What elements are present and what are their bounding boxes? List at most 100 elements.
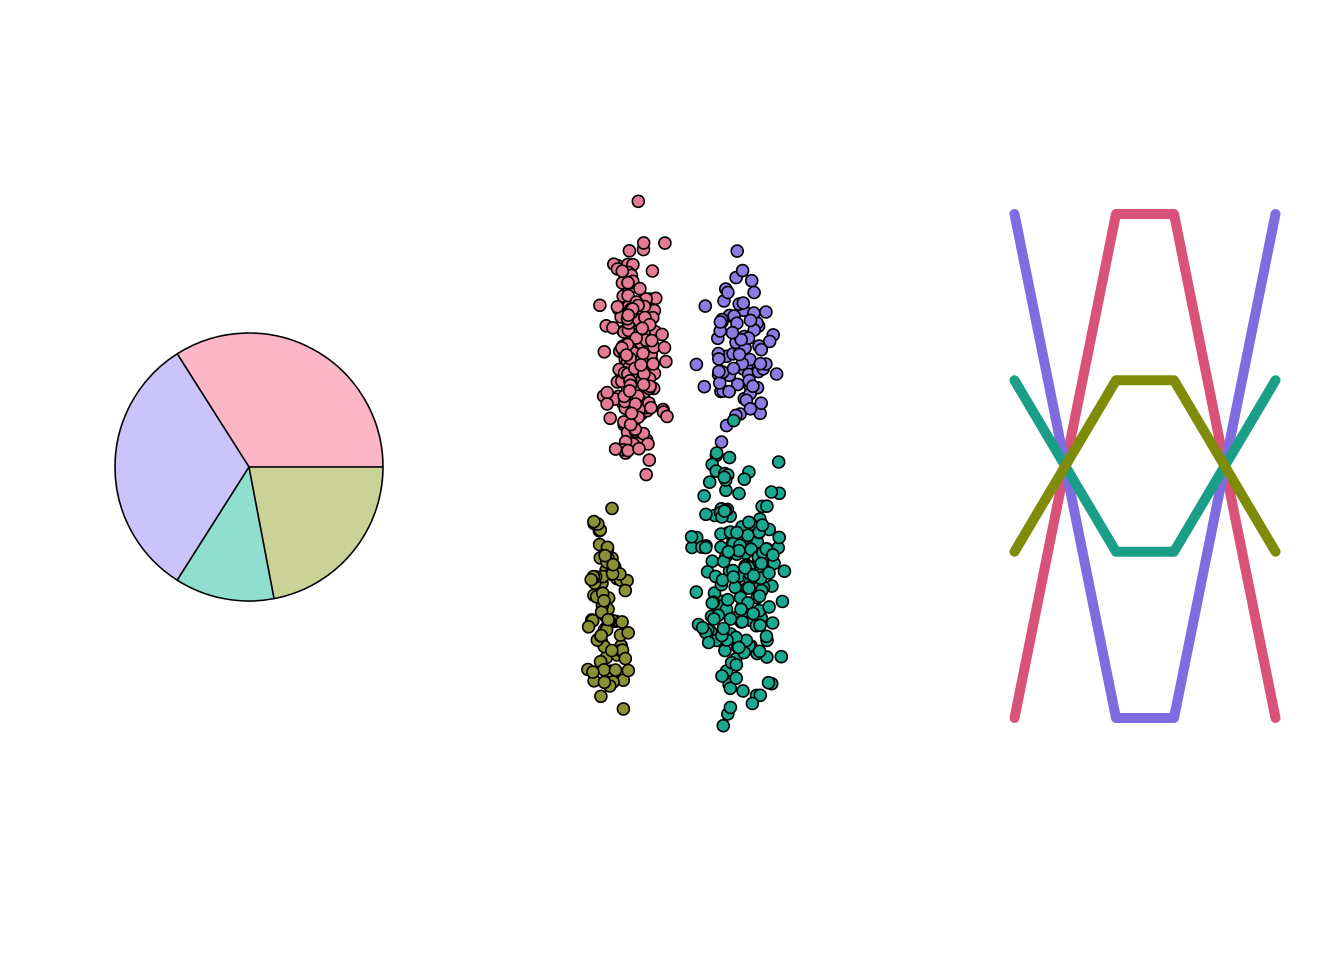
- scatter-point: [726, 361, 741, 376]
- scatter-point: [636, 377, 651, 392]
- line-series-2: [1009, 209, 1281, 723]
- scatter-point: [738, 561, 752, 575]
- scatter-point: [689, 585, 704, 599]
- scatter-point: [645, 264, 660, 278]
- scatter-series-1: [593, 194, 674, 482]
- scatter-point: [597, 675, 612, 690]
- scatter-point: [723, 681, 738, 696]
- scatter-point: [586, 665, 600, 679]
- scatter-point: [600, 397, 614, 411]
- scatter-point: [635, 321, 650, 336]
- scatter-point: [587, 514, 601, 529]
- scatter-point: [765, 616, 780, 630]
- scatter-point: [716, 718, 731, 733]
- scatter-point: [689, 357, 704, 372]
- scatter-point: [615, 264, 630, 279]
- scatter-point: [605, 501, 619, 516]
- scatter-point: [753, 618, 767, 633]
- scatter-point: [762, 600, 776, 614]
- scatter-series-2: [689, 244, 784, 449]
- scatter-point: [684, 529, 699, 544]
- scatter-point: [698, 299, 713, 313]
- scatter-point: [600, 385, 615, 400]
- scatter-point: [702, 475, 717, 490]
- scatter-point: [606, 320, 620, 335]
- scatter-point: [730, 525, 744, 540]
- scatter-point: [711, 352, 726, 366]
- scatter-point: [597, 344, 612, 359]
- scatter-point: [621, 275, 635, 290]
- scatter-point: [746, 606, 761, 621]
- scatter-point: [775, 594, 790, 609]
- scatter-point: [753, 356, 768, 371]
- scatter-point: [754, 342, 769, 357]
- scatter-point: [698, 540, 713, 555]
- scatter-point: [723, 612, 738, 626]
- scatter-point: [732, 347, 747, 362]
- scatter-point: [729, 671, 744, 686]
- scatter-point: [766, 548, 780, 562]
- scatter-point: [697, 489, 711, 503]
- line-series-1: [1009, 209, 1281, 723]
- scatter-point: [584, 572, 599, 587]
- scatter-point: [610, 299, 625, 314]
- scatter-point: [716, 621, 731, 636]
- scatter-point: [712, 364, 726, 379]
- scatter-point: [746, 568, 761, 583]
- scatter-point: [736, 296, 751, 310]
- scatter-point: [593, 298, 607, 313]
- scatter-point: [633, 281, 647, 296]
- scatter-point: [715, 669, 729, 683]
- scatter-point: [759, 305, 773, 319]
- scatter-point: [634, 358, 648, 372]
- scatter-point: [622, 384, 637, 398]
- scatter-point: [713, 315, 728, 329]
- scatter-point: [701, 635, 716, 650]
- scatter-point: [632, 441, 646, 456]
- pie-chart: [114, 332, 384, 602]
- scatter-point: [608, 663, 623, 677]
- scatter-point: [646, 357, 660, 371]
- line-series-4: [1009, 375, 1281, 557]
- scatter-point: [621, 443, 635, 458]
- scatter-point: [709, 446, 724, 460]
- scatter-plot: [581, 194, 792, 733]
- scatter-point: [730, 244, 745, 258]
- scatter-point: [732, 486, 746, 501]
- scatter-point: [636, 236, 651, 250]
- scatter-point: [754, 556, 769, 571]
- scatter-point: [660, 409, 674, 424]
- line-chart: [1009, 209, 1281, 723]
- scatter-point: [743, 401, 758, 416]
- scatter-point: [723, 700, 738, 715]
- scatter-point: [760, 499, 774, 514]
- scatter-point: [752, 589, 767, 603]
- scatter-point: [622, 244, 637, 258]
- scatter-point: [717, 470, 732, 485]
- pie-slice-2: [114, 353, 250, 581]
- scatter-point: [725, 325, 740, 340]
- scatter-point: [618, 651, 633, 666]
- scatter-point: [655, 327, 669, 342]
- scatter-point: [695, 620, 710, 635]
- scatter-point: [746, 379, 760, 394]
- scatter-point: [741, 528, 755, 543]
- scatter-point: [769, 367, 784, 381]
- scatter-point: [742, 581, 756, 595]
- scatter-point: [597, 662, 611, 677]
- scatter-point: [735, 614, 750, 629]
- scatter-point: [616, 702, 631, 716]
- scatter-point: [722, 450, 737, 465]
- scatter-point: [657, 340, 672, 355]
- scatter-point: [736, 684, 750, 698]
- scatter-point: [754, 396, 769, 411]
- scatter-point: [726, 413, 741, 428]
- scatter-point: [623, 417, 638, 432]
- scatter-series-3: [684, 413, 792, 733]
- scatter-point: [659, 354, 673, 369]
- scatter-point: [636, 346, 650, 361]
- scatter-point: [705, 596, 720, 610]
- scatter-point: [762, 566, 776, 580]
- scatter-point: [764, 485, 779, 499]
- scatter-point: [777, 564, 792, 579]
